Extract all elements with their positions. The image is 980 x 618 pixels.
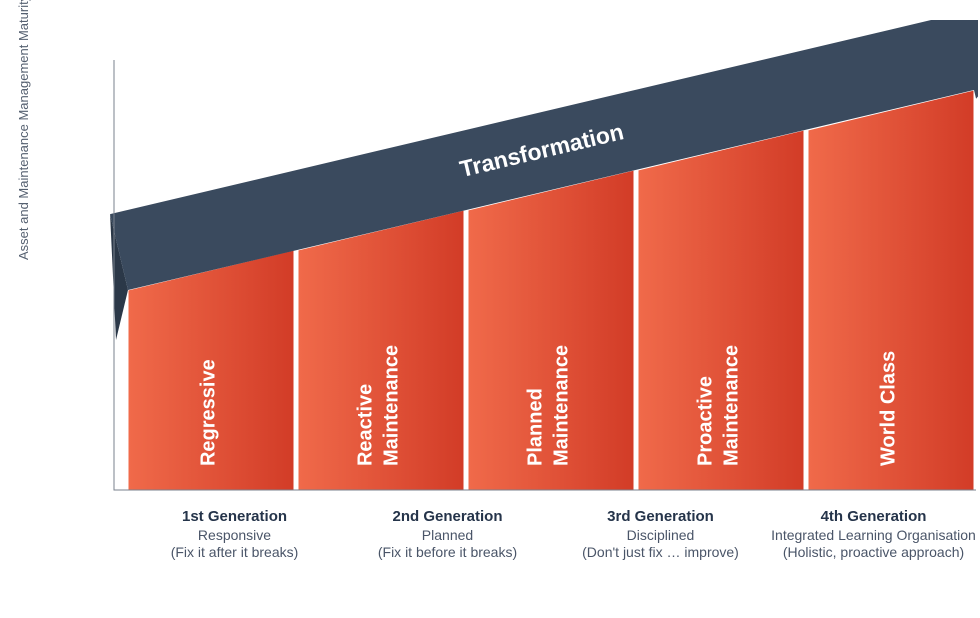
generation-label-2: 3rd Generation Disciplined(Don't just fix… bbox=[554, 508, 767, 560]
generation-sub: Disciplined bbox=[554, 527, 767, 543]
generation-sub: Planned bbox=[341, 527, 554, 543]
chart-svg: Transformation RegressiveReactiveMainten… bbox=[58, 20, 978, 500]
generation-label-1: 2nd Generation Planned(Fix it before it b… bbox=[341, 508, 554, 560]
generation-sub: Responsive bbox=[128, 527, 341, 543]
generation-note: (Fix it after it breaks) bbox=[128, 544, 341, 560]
generation-title: 3rd Generation bbox=[554, 508, 767, 525]
generation-note: (Fix it before it breaks) bbox=[341, 544, 554, 560]
generation-title: 4th Generation bbox=[767, 508, 980, 525]
generation-title: 2nd Generation bbox=[341, 508, 554, 525]
y-axis-label: Asset and Maintenance Management Maturit… bbox=[16, 0, 31, 260]
generation-note: (Holistic, proactive approach) bbox=[767, 544, 980, 560]
maturity-chart: Transformation RegressiveReactiveMainten… bbox=[58, 20, 968, 590]
bar-label-0: Regressive bbox=[197, 359, 219, 466]
generation-label-0: 1st Generation Responsive(Fix it after it… bbox=[128, 508, 341, 560]
generation-note: (Don't just fix … improve) bbox=[554, 544, 767, 560]
generation-title: 1st Generation bbox=[128, 508, 341, 525]
generation-sub: Integrated Learning Organisation bbox=[767, 527, 980, 543]
generation-label-3: 4th Generation Integrated Learning Organi… bbox=[767, 508, 980, 560]
bar-label-4: World Class bbox=[877, 351, 899, 466]
